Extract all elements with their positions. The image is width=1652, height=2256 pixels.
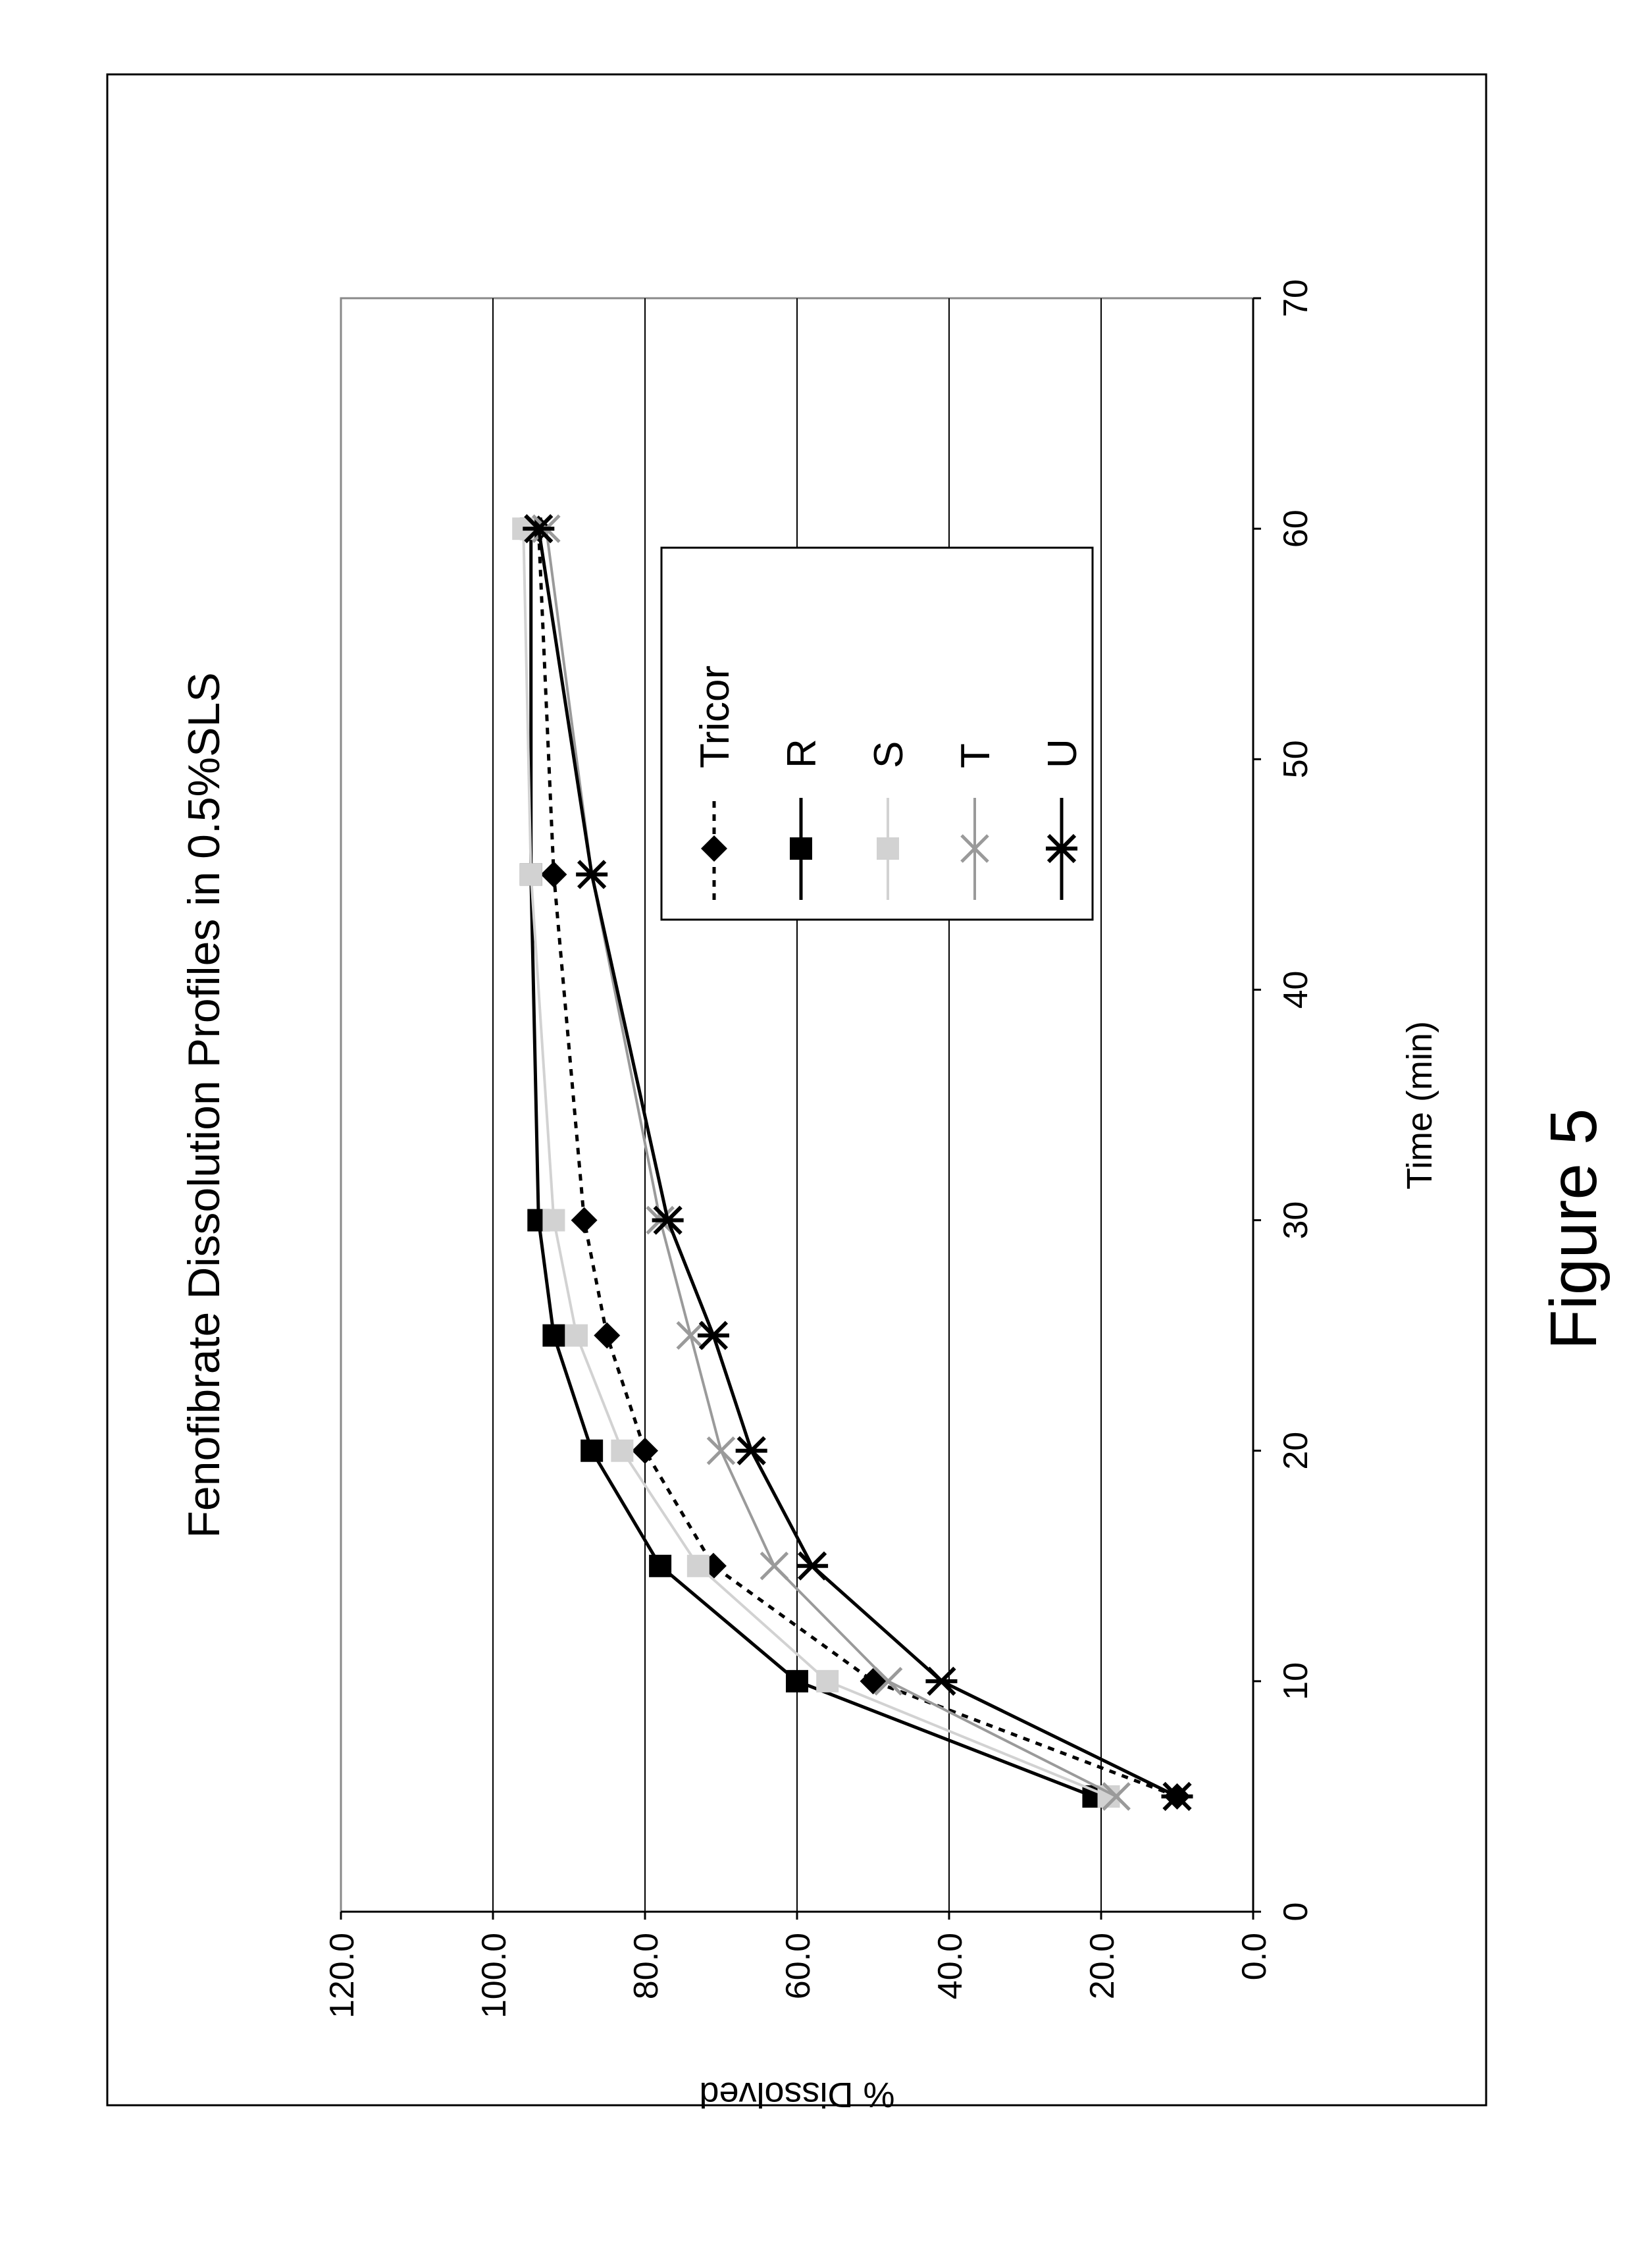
point-s-1 (816, 1670, 839, 1692)
point-r-1 (786, 1670, 808, 1692)
y-tick-label-4: 80.0 (627, 1933, 665, 1999)
point-r-4 (542, 1325, 565, 1347)
chart-title: Fenofibrate Dissolution Profiles in 0.5%… (179, 672, 229, 1538)
x-tick-label-0: 0 (1277, 1902, 1315, 1922)
x-tick-label-7: 70 (1277, 279, 1315, 317)
legend-label-u: U (1040, 739, 1085, 768)
y-tick-label-6: 120.0 (323, 1933, 361, 2018)
point-s-2 (687, 1555, 710, 1577)
figure-label: Figure 5 (1537, 1109, 1611, 1350)
legend-label-r: R (779, 739, 825, 768)
y-tick-label-5: 100.0 (475, 1933, 513, 2018)
point-r-2 (649, 1555, 671, 1577)
y-tick-label-3: 60.0 (779, 1933, 817, 1999)
y-axis-label: % Dissolved (699, 2075, 894, 2114)
point-r-3 (581, 1440, 603, 1462)
y-tick-label-0: 0.0 (1235, 1933, 1274, 1980)
x-tick-label-1: 10 (1277, 1662, 1315, 1700)
legend-marker-s (877, 837, 899, 860)
y-tick-label-2: 40.0 (931, 1933, 969, 1999)
point-s-5 (542, 1209, 565, 1232)
point-s-4 (565, 1325, 588, 1347)
x-axis-label: Time (min) (1400, 1021, 1439, 1190)
x-tick-label-2: 20 (1277, 1432, 1315, 1470)
legend: Tricor R S T U (661, 548, 1093, 920)
x-tick-label-3: 30 (1277, 1201, 1315, 1240)
point-s-6 (520, 863, 542, 885)
y-tick-label-1: 20.0 (1083, 1933, 1122, 1999)
x-tick-label-5: 50 (1277, 740, 1315, 778)
x-tick-label-6: 60 (1277, 510, 1315, 548)
x-tick-label-4: 40 (1277, 971, 1315, 1009)
legend-marker-r (790, 837, 812, 860)
legend-label-tricor: Tricor (692, 666, 738, 768)
legend-label-s: S (866, 741, 912, 768)
point-s-3 (611, 1440, 633, 1462)
legend-label-t: T (953, 743, 998, 768)
